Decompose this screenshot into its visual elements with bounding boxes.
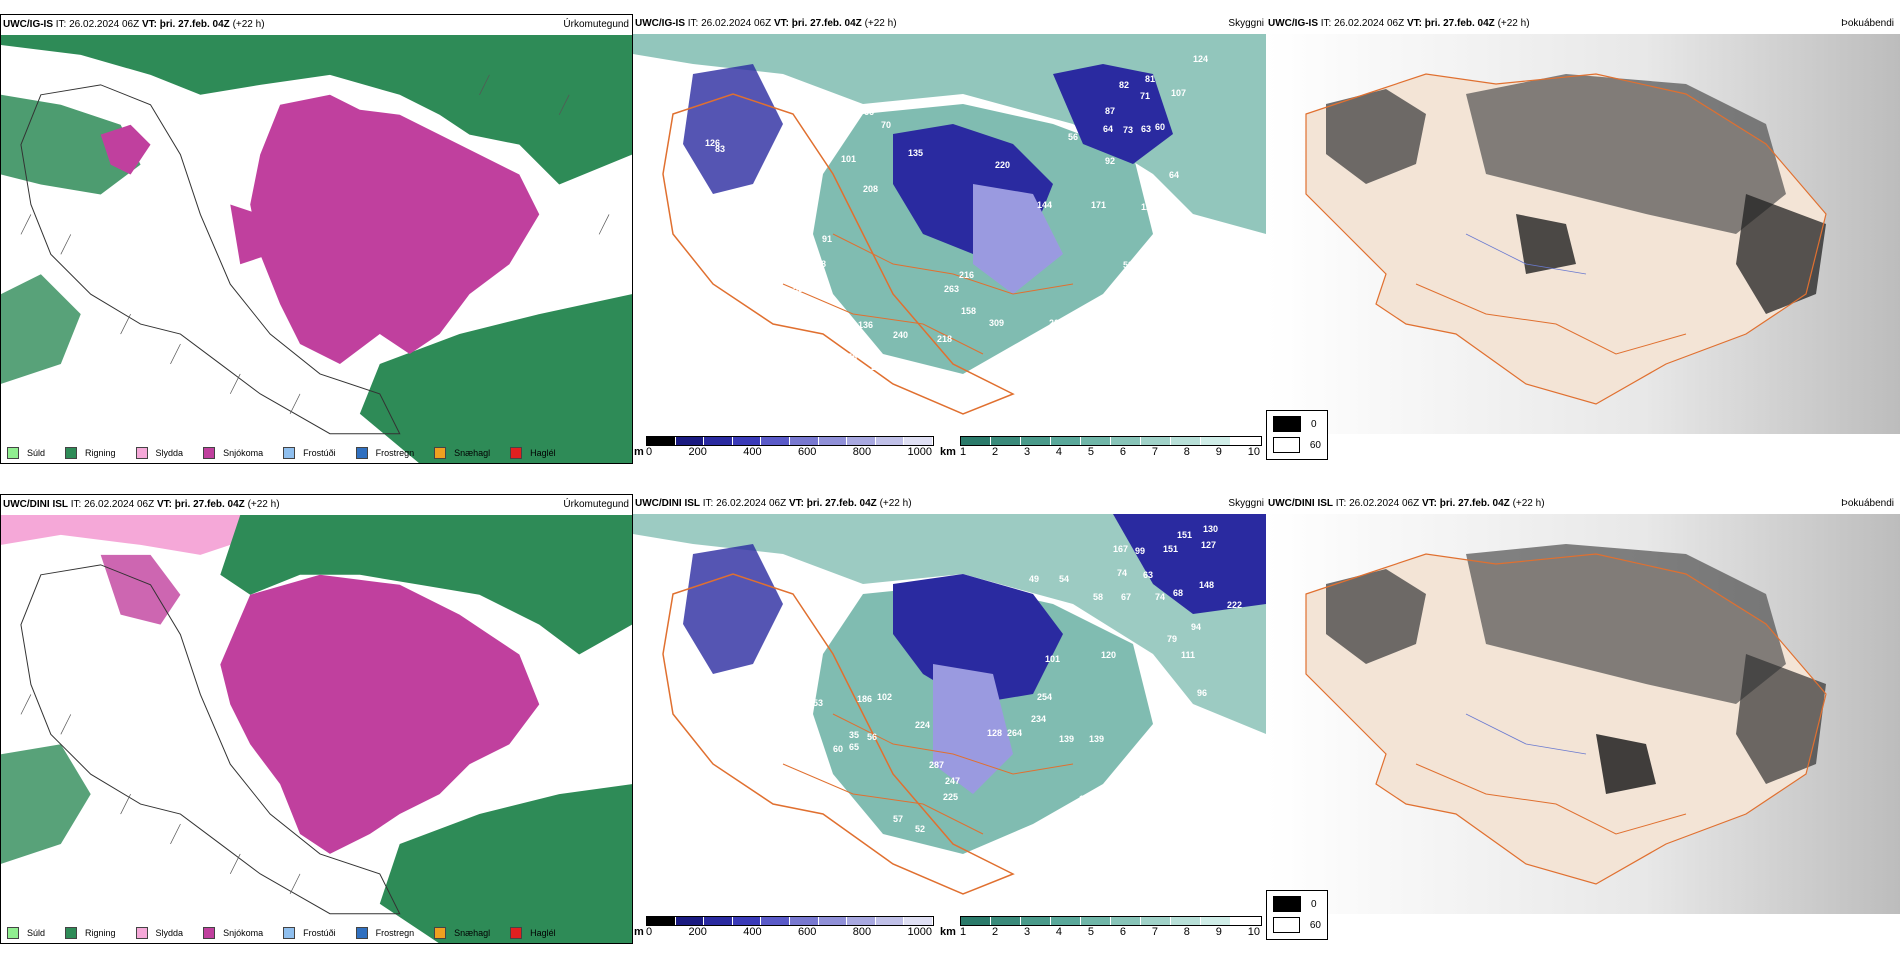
cloud-map: [633, 514, 1266, 914]
vt-value: þri. 27.feb. 04Z: [1439, 498, 1510, 509]
panel-title: UWC/DINI ISL IT: 26.02.2024 06Z VT: þri.…: [635, 498, 912, 509]
panel-title: UWC/IG-IS IT: 26.02.2024 06Z VT: þri. 27…: [3, 19, 265, 30]
vt-value: þri. 27.feb. 04Z: [806, 498, 877, 509]
vis-colorbar: [960, 436, 1262, 446]
legend-item: Haglél: [510, 927, 556, 939]
legend-swatch: [434, 447, 447, 459]
panel-name: Skyggni: [1228, 498, 1264, 509]
forecast-offset: (+22 h): [232, 19, 265, 30]
cloud-panel-top: UWC/IG-IS IT: 26.02.2024 06Z VT: þri. 27…: [633, 14, 1266, 434]
vt-value: þri. 27.feb. 04Z: [159, 19, 230, 30]
panel-name: Skyggni: [1228, 18, 1264, 29]
cloud-base-legend-top: m 0 200 400 600 800 1000: [634, 434, 934, 474]
fog-legend-top: 0 60: [1266, 410, 1328, 460]
model-name: UWC/DINI ISL: [635, 498, 700, 509]
panel-name: Úrkomutegund: [563, 499, 629, 510]
model-name: UWC/IG-IS: [635, 18, 685, 29]
vis-colorbar: [960, 916, 1262, 926]
vis-ticks: 1 2 3 4 5 6 7 8 9 10: [960, 446, 1260, 458]
it-value: 26.02.2024 06Z: [716, 498, 787, 509]
it-value: 26.02.2024 06Z: [84, 499, 155, 510]
legend-item: Súld: [7, 447, 45, 459]
legend-swatch: [65, 447, 78, 459]
visibility-legend-bottom: km 1 2 3 4 5 6 7 8 9 10: [940, 914, 1270, 954]
legend-swatch: [7, 447, 19, 459]
panel-name: Þokuábendi: [1841, 498, 1894, 509]
legend-item: Snæhagl: [434, 927, 490, 939]
cloud-labels: 124 107 82 81 71 87 64 73 63 60 56 92 68…: [669, 54, 1209, 396]
model-name: UWC/IG-IS: [3, 19, 53, 30]
legend-swatch: [355, 447, 368, 459]
legend-swatch: [135, 447, 148, 459]
cloud-labels: 130 127 148 222 167 99 151 74 63 49 54 6…: [813, 524, 1243, 864]
legend-item: Slydda: [135, 927, 183, 939]
vis-unit: km: [940, 926, 956, 938]
panel-title: UWC/DINI ISL IT: 26.02.2024 06Z VT: þri.…: [1268, 498, 1545, 509]
vis-unit: km: [940, 446, 956, 458]
legend-item: Haglél: [510, 447, 556, 459]
base-unit: m: [634, 926, 644, 938]
model-name: UWC/IG-IS: [1268, 18, 1318, 29]
precip-type-legend: Súld Rigning Slydda Snjókoma Frostúði Fr…: [7, 927, 556, 939]
legend-item: Frostúði: [283, 447, 336, 459]
panel-title: UWC/IG-IS IT: 26.02.2024 06Z VT: þri. 27…: [1268, 18, 1530, 29]
base-ticks: 0 200 400 600 800 1000: [646, 446, 932, 458]
legend-item: Rigning: [65, 447, 116, 459]
it-label: IT:: [55, 19, 67, 30]
cloud-map: [633, 34, 1266, 434]
precip-map: [1, 515, 632, 943]
legend-swatch: [510, 927, 523, 939]
fog-map: [1266, 34, 1900, 434]
legend-swatch: [65, 927, 78, 939]
fog-panel-bottom: UWC/DINI ISL IT: 26.02.2024 06Z VT: þri.…: [1266, 494, 1900, 914]
panel-name: Þokuábendi: [1841, 18, 1894, 29]
legend-swatch: [510, 447, 523, 459]
legend-swatch: [283, 447, 296, 459]
vt-value: þri. 27.feb. 04Z: [174, 499, 245, 510]
base-ticks: 0 200 400 600 800 1000: [646, 926, 932, 938]
precip-panel-bottom: UWC/DINI ISL IT: 26.02.2024 06Z VT: þri.…: [0, 494, 633, 944]
it-value: 26.02.2024 06Z: [69, 19, 140, 30]
base-unit: m: [634, 446, 644, 458]
legend-swatch: [283, 927, 296, 939]
legend-item: Rigning: [65, 927, 116, 939]
model-name: UWC/DINI ISL: [1268, 498, 1333, 509]
legend-swatch: [203, 447, 216, 459]
precip-map: [1, 35, 632, 463]
fog-map: [1266, 514, 1900, 914]
precip-type-legend: Súld Rigning Slydda Snjókoma Frostúði Fr…: [7, 447, 556, 459]
legend-item: Frostúði: [283, 927, 336, 939]
cloud-base-legend-bottom: m 0 200 400 600 800 1000: [634, 914, 934, 954]
panel-title: UWC/IG-IS IT: 26.02.2024 06Z VT: þri. 27…: [635, 18, 897, 29]
legend-swatch: [203, 927, 216, 939]
visibility-legend-top: km 1 2 3 4 5 6 7 8 9 10: [940, 434, 1270, 474]
model-name: UWC/DINI ISL: [3, 499, 68, 510]
vt-value: þri. 27.feb. 04Z: [1424, 18, 1495, 29]
fog-legend-bottom: 0 60: [1266, 890, 1328, 940]
vt-label: VT:: [141, 19, 157, 30]
legend-item: Snæhagl: [434, 447, 490, 459]
panel-name: Úrkomutegund: [563, 19, 629, 30]
it-value: 26.02.2024 06Z: [701, 18, 772, 29]
legend-swatch: [434, 927, 447, 939]
vt-value: þri. 27.feb. 04Z: [791, 18, 862, 29]
cloud-panel-bottom: UWC/DINI ISL IT: 26.02.2024 06Z VT: þri.…: [633, 494, 1266, 914]
legend-item: Slydda: [135, 447, 183, 459]
panel-title: UWC/DINI ISL IT: 26.02.2024 06Z VT: þri.…: [3, 499, 280, 510]
legend-swatch: [355, 927, 368, 939]
legend-item: Snjókoma: [203, 447, 263, 459]
legend-item: Frostregn: [355, 447, 414, 459]
it-value: 26.02.2024 06Z: [1334, 18, 1405, 29]
base-colorbar: [646, 436, 934, 446]
legend-item: Frostregn: [355, 927, 414, 939]
vis-ticks: 1 2 3 4 5 6 7 8 9 10: [960, 926, 1260, 938]
legend-item: Súld: [7, 927, 45, 939]
fog-panel-top: UWC/IG-IS IT: 26.02.2024 06Z VT: þri. 27…: [1266, 14, 1900, 434]
base-colorbar: [646, 916, 934, 926]
legend-swatch: [7, 927, 19, 939]
it-value: 26.02.2024 06Z: [1349, 498, 1420, 509]
legend-item: Snjókoma: [203, 927, 263, 939]
precip-panel-top: UWC/IG-IS IT: 26.02.2024 06Z VT: þri. 27…: [0, 14, 633, 464]
legend-swatch: [135, 927, 148, 939]
